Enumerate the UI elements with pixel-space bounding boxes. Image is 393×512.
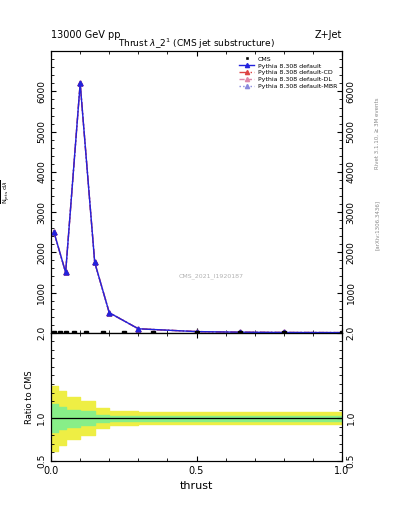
Legend: CMS, Pythia 8.308 default, Pythia 8.308 default-CD, Pythia 8.308 default-DL, Pyt: CMS, Pythia 8.308 default, Pythia 8.308 … (236, 54, 340, 92)
Text: Rivet 3.1.10, ≥ 3M events: Rivet 3.1.10, ≥ 3M events (375, 97, 380, 169)
Text: Z+Jet: Z+Jet (314, 30, 342, 40)
Text: [arXiv:1306.3436]: [arXiv:1306.3436] (375, 200, 380, 250)
X-axis label: thrust: thrust (180, 481, 213, 491)
Text: 13000 GeV pp: 13000 GeV pp (51, 30, 121, 40)
Title: Thrust $\lambda\_2^1$ (CMS jet substructure): Thrust $\lambda\_2^1$ (CMS jet substruct… (118, 37, 275, 51)
Text: CMS_2021_I1920187: CMS_2021_I1920187 (178, 273, 244, 280)
Y-axis label: $\frac{1}{\mathrm{N_{jets}}} \frac{\mathrm{d}N}{\mathrm{d}\lambda}$: $\frac{1}{\mathrm{N_{jets}}} \frac{\math… (0, 180, 12, 204)
Y-axis label: Ratio to CMS: Ratio to CMS (26, 370, 35, 423)
